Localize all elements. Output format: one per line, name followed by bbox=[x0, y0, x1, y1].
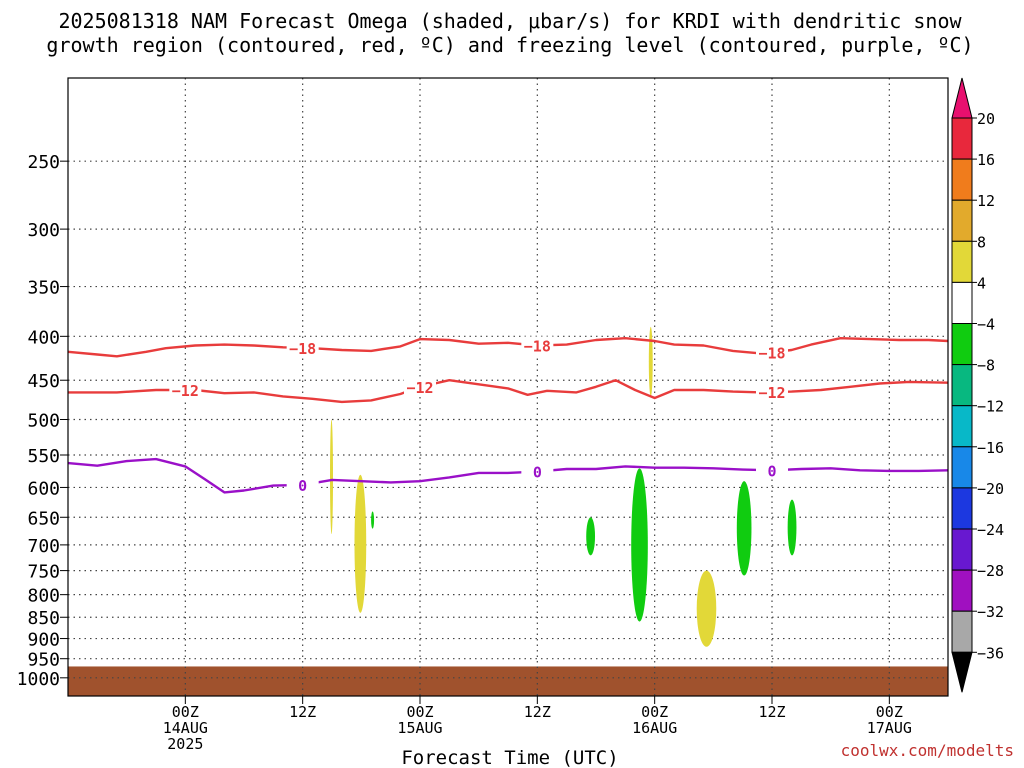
colorbar-swatch bbox=[951, 528, 973, 571]
colorbar-tick-label: 20 bbox=[977, 110, 995, 128]
y-tick-label: 650 bbox=[27, 508, 60, 529]
omega-shaded-region bbox=[586, 517, 596, 556]
contour-label-background bbox=[756, 343, 788, 362]
y-tick-label: 800 bbox=[27, 586, 60, 607]
colorbar-swatch bbox=[951, 364, 973, 407]
colorbar-top-arrow bbox=[951, 77, 973, 119]
contour-label: 0 bbox=[298, 477, 307, 495]
plot-area: 2503003504004505005506006507007508008509… bbox=[17, 77, 1004, 753]
colorbar-swatch bbox=[951, 446, 973, 489]
y-tick-label: 250 bbox=[27, 152, 60, 173]
y-tick-label: 550 bbox=[27, 446, 60, 467]
omega-shaded-region bbox=[631, 468, 648, 622]
contour-label: −12 bbox=[172, 382, 199, 400]
colorbar-tick-label: −4 bbox=[977, 316, 995, 334]
credit-text: coolwx.com/modelts bbox=[841, 741, 1014, 760]
x-tick-label: 00Z bbox=[406, 703, 433, 721]
contour-label: 0 bbox=[767, 462, 776, 480]
x-tick-label: 12Z bbox=[758, 703, 785, 721]
y-tick-label: 1000 bbox=[17, 669, 60, 690]
colorbar-tick-label: −8 bbox=[977, 357, 995, 375]
x-tick-date-label: 16AUG bbox=[632, 719, 677, 737]
colorbar-swatch bbox=[951, 240, 973, 283]
contour-label-background bbox=[404, 377, 436, 396]
contour-label-background bbox=[756, 461, 788, 480]
chart-title-line2: growth region (contoured, red, ºC) and f… bbox=[46, 33, 973, 57]
y-tick-label: 900 bbox=[27, 630, 60, 651]
colorbar-swatch bbox=[951, 487, 973, 530]
y-tick-label: 600 bbox=[27, 478, 60, 499]
x-tick-label: 00Z bbox=[876, 703, 903, 721]
x-tick-year-label: 2025 bbox=[167, 735, 203, 753]
contour-label-background bbox=[521, 336, 554, 355]
colorbar-bottom-arrow bbox=[951, 651, 973, 693]
y-tick-label: 350 bbox=[27, 278, 60, 299]
y-tick-label: 950 bbox=[27, 650, 60, 671]
colorbar-swatch bbox=[951, 158, 973, 201]
omega-shaded-region bbox=[648, 326, 653, 397]
x-tick-label: 00Z bbox=[641, 703, 668, 721]
colorbar-swatch bbox=[951, 323, 973, 366]
colorbar-tick-label: −24 bbox=[977, 521, 1004, 539]
colorbar-tick-label: −12 bbox=[977, 398, 1004, 416]
y-tick-label: 750 bbox=[27, 562, 60, 583]
colorbar-swatch bbox=[951, 569, 973, 612]
y-tick-label: 500 bbox=[27, 410, 60, 431]
colorbar-swatch bbox=[951, 117, 973, 160]
omega-shaded-region bbox=[330, 419, 334, 535]
omega-shaded-region bbox=[354, 474, 367, 613]
y-tick-label: 850 bbox=[27, 608, 60, 629]
colorbar-tick-label: −20 bbox=[977, 480, 1004, 498]
x-axis-title: Forecast Time (UTC) bbox=[401, 747, 618, 768]
plot-frame bbox=[67, 77, 949, 697]
contour-line bbox=[67, 337, 949, 358]
contour-label-background bbox=[521, 462, 554, 481]
colorbar-tick-label: −28 bbox=[977, 562, 1004, 580]
contour-label-background bbox=[286, 338, 319, 357]
x-tick-date-label: 17AUG bbox=[867, 719, 912, 737]
colorbar-tick-label: 16 bbox=[977, 151, 995, 169]
colorbar-tick-label: 12 bbox=[977, 192, 995, 210]
contour-label: −12 bbox=[406, 379, 433, 397]
x-tick-date-label: 14AUG bbox=[163, 719, 208, 737]
omega-shaded-region bbox=[696, 570, 717, 647]
contour-label: 0 bbox=[533, 464, 542, 482]
y-tick-label: 400 bbox=[27, 327, 60, 348]
colorbar-tick-label: 4 bbox=[977, 274, 986, 292]
contour-label: −12 bbox=[758, 384, 785, 402]
contour-label-background bbox=[756, 383, 788, 402]
y-tick-label: 300 bbox=[27, 220, 60, 241]
contour-label-background bbox=[169, 381, 202, 400]
colorbar-tick-label: −16 bbox=[977, 439, 1004, 457]
colorbar-swatch bbox=[951, 281, 973, 324]
contour-line bbox=[67, 457, 949, 494]
omega-shaded-region bbox=[371, 511, 375, 529]
colorbar-swatch bbox=[951, 610, 973, 653]
below-ground-area bbox=[68, 666, 948, 696]
x-tick-date-label: 15AUG bbox=[397, 719, 442, 737]
x-tick-label: 00Z bbox=[172, 703, 199, 721]
y-tick-label: 450 bbox=[27, 371, 60, 392]
colorbar-tick-label: −32 bbox=[977, 603, 1004, 621]
omega-shaded-region bbox=[736, 481, 752, 576]
colorbar-swatch bbox=[951, 405, 973, 448]
colorbar-tick-label: −36 bbox=[977, 644, 1004, 662]
contour-label: −18 bbox=[758, 344, 785, 362]
contour-label: −18 bbox=[289, 340, 316, 358]
x-tick-label: 12Z bbox=[524, 703, 551, 721]
omega-shaded-region bbox=[787, 499, 797, 556]
contour-label: −18 bbox=[524, 338, 551, 356]
colorbar-tick-label: 8 bbox=[977, 233, 986, 251]
y-tick-label: 700 bbox=[27, 536, 60, 557]
contour-label-background bbox=[286, 475, 319, 494]
x-tick-label: 12Z bbox=[289, 703, 316, 721]
colorbar-swatch bbox=[951, 199, 973, 242]
chart-title-line1: 2025081318 NAM Forecast Omega (shaded, μ… bbox=[58, 9, 962, 33]
